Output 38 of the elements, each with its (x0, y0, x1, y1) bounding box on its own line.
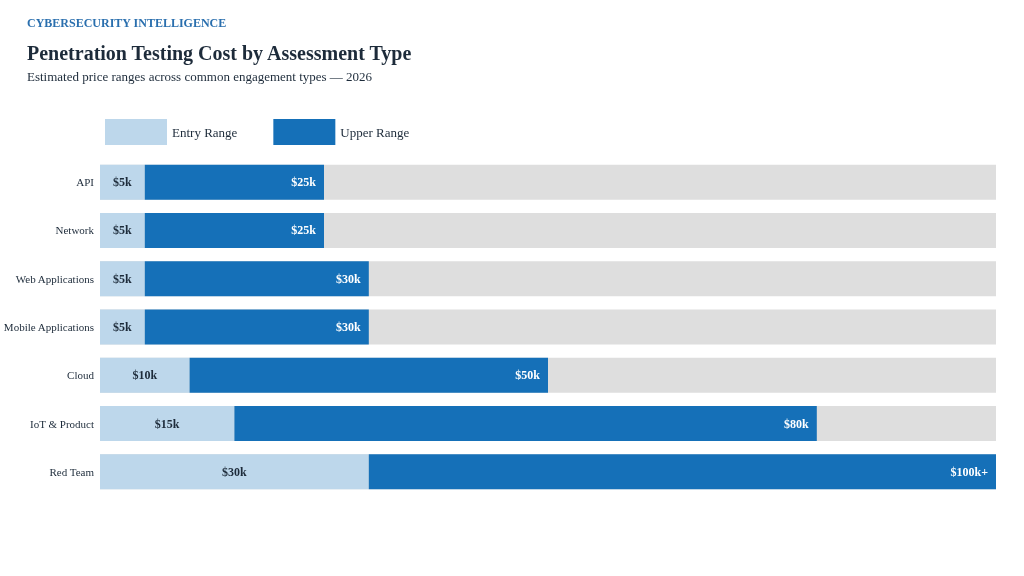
bar (100, 212, 145, 248)
chart-title: Penetration Testing Cost by Assessment Type (27, 42, 412, 65)
data-label: $15k (154, 416, 180, 431)
y-tick-label: Red Team (49, 465, 95, 478)
bar (144, 164, 324, 200)
bar (100, 406, 235, 442)
annotation: $100k+ (950, 464, 989, 479)
bar (144, 212, 324, 248)
bar (100, 357, 190, 393)
annotation: $25k (291, 223, 317, 238)
data-label: $30k (222, 464, 248, 479)
bar (144, 261, 369, 297)
bar (144, 309, 369, 345)
annotation: $25k (291, 175, 317, 190)
bar (100, 309, 145, 345)
y-tick-label: IoT & Product (30, 417, 94, 430)
data-label: $5k (113, 175, 133, 190)
y-tick-label: Mobile Applications (3, 321, 94, 333)
legend-label: Upper Range (340, 124, 410, 140)
legend-label: Entry Range (172, 124, 238, 140)
annotation: $50k (515, 368, 541, 383)
data-label: $5k (113, 271, 133, 286)
bar (100, 261, 145, 297)
annotation: $30k (336, 271, 362, 286)
bar (100, 454, 369, 490)
data-label: $5k (113, 320, 133, 334)
data-label: $10k (132, 368, 158, 383)
chart-subtitle: Estimated price ranges across common engagement types — 2026 (27, 69, 373, 84)
annotation: $30k (336, 320, 362, 334)
text: CYBERSECURITY INTELLIGENCE (27, 16, 227, 30)
y-tick-label: Web Applications (15, 272, 94, 285)
annotation: $80k (784, 416, 810, 431)
y-tick-label: Cloud (67, 369, 95, 382)
y-tick-label: Network (55, 224, 95, 237)
bar (368, 454, 996, 490)
bar (100, 164, 145, 200)
y-tick-label: API (76, 176, 95, 189)
data-label: $5k (113, 223, 133, 238)
